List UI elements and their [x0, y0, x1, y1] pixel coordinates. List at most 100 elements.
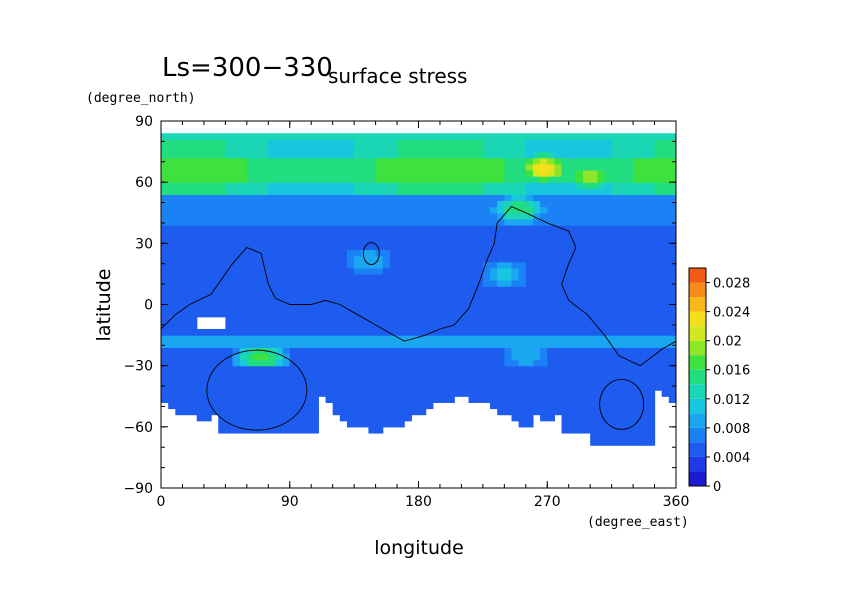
heatmap-cell [497, 255, 505, 263]
heatmap-cell [239, 371, 248, 379]
heatmap-cell [439, 145, 448, 153]
heatmap-cell [325, 347, 334, 355]
heatmap-cell [354, 151, 362, 159]
heatmap-cell [268, 249, 277, 257]
heatmap-cell [625, 322, 634, 330]
heatmap-cell [447, 390, 455, 397]
heatmap-cell [339, 157, 348, 165]
heatmap-cell [354, 328, 362, 336]
heatmap-cell [618, 194, 627, 202]
heatmap-cell [633, 231, 641, 238]
heatmap-cell [418, 249, 427, 257]
heatmap-cell [504, 322, 513, 330]
heatmap-cell [661, 371, 670, 379]
heatmap-cell [597, 432, 606, 440]
heatmap-cell [618, 316, 627, 324]
heatmap-cell [618, 341, 627, 348]
heatmap-cell [196, 273, 205, 281]
heatmap-cell [525, 212, 534, 220]
heatmap-cell [368, 408, 377, 416]
heatmap-cell [468, 145, 477, 153]
heatmap-cell [511, 371, 520, 379]
heatmap-cell [568, 359, 577, 367]
heatmap-cell [540, 249, 548, 257]
heatmap-cell [540, 341, 548, 348]
heatmap-cell [189, 261, 198, 269]
heatmap-cell [504, 347, 513, 355]
heatmap-cell [282, 280, 291, 287]
heatmap-cell [311, 273, 319, 281]
heatmap-cell [168, 145, 176, 153]
heatmap-cell [261, 396, 269, 403]
heatmap-cell [232, 420, 241, 428]
heatmap-cell [304, 286, 312, 293]
heatmap-cell [432, 292, 441, 299]
heatmap-cell [618, 212, 627, 220]
heatmap-cell [518, 200, 527, 208]
heatmap-cell [654, 335, 663, 342]
heatmap-cell [583, 377, 591, 385]
heatmap-cell [633, 255, 641, 263]
heatmap-cell [511, 304, 520, 312]
heatmap-cell [346, 212, 355, 220]
heatmap-cell [504, 298, 513, 306]
heatmap-cell [482, 243, 491, 251]
heatmap-cell [611, 212, 620, 220]
heatmap-cell [389, 396, 398, 403]
heatmap-cell [375, 316, 384, 324]
heatmap-cell [525, 224, 534, 232]
heatmap-cell [296, 298, 305, 306]
heatmap-cell [239, 377, 248, 385]
heatmap-cell [633, 335, 641, 342]
heatmap-cell [375, 371, 384, 379]
heatmap-cell [611, 163, 620, 171]
heatmap-cell [218, 243, 226, 251]
heatmap-cell [640, 200, 648, 208]
heatmap-cell [518, 335, 527, 342]
heatmap-cell [346, 371, 355, 379]
heatmap-cell [225, 298, 234, 306]
heatmap-cell [447, 286, 455, 293]
heatmap-cell [490, 261, 498, 269]
heatmap-cell [504, 182, 513, 189]
heatmap-cell [432, 359, 441, 367]
heatmap-cell [418, 182, 427, 189]
heatmap-cell [275, 426, 284, 434]
heatmap-cell [618, 261, 627, 269]
heatmap-cell [654, 341, 663, 348]
heatmap-cell [547, 243, 555, 251]
heatmap-cell [253, 231, 262, 238]
heatmap-cell [161, 176, 169, 183]
heatmap-cell [618, 286, 627, 293]
heatmap-cell [525, 237, 534, 244]
heatmap-cell [590, 286, 598, 293]
heatmap-cell [411, 218, 420, 226]
heatmap-cell [568, 139, 577, 147]
heatmap-cell [211, 249, 219, 257]
heatmap-cell [468, 280, 477, 287]
heatmap-cell [375, 133, 384, 140]
heatmap-cell [218, 218, 226, 226]
heatmap-cell [296, 426, 305, 434]
heatmap-cell [661, 261, 670, 269]
heatmap-cell [375, 139, 384, 147]
heatmap-cell [432, 255, 441, 263]
heatmap-cell [561, 420, 570, 428]
heatmap-cell [168, 200, 176, 208]
heatmap-cell [332, 322, 341, 330]
heatmap-cell [468, 341, 477, 348]
heatmap-cell [439, 133, 448, 140]
heatmap-cell [182, 341, 191, 348]
heatmap-cell [475, 145, 484, 153]
heatmap-cell [418, 359, 427, 367]
heatmap-cell [640, 402, 648, 410]
heatmap-cell [282, 402, 291, 410]
heatmap-cell [661, 298, 670, 306]
heatmap-cell [361, 273, 370, 281]
heatmap-cell [625, 145, 634, 153]
heatmap-cell [232, 414, 241, 422]
heatmap-cell [518, 273, 527, 281]
heatmap-cell [196, 408, 205, 416]
heatmap-cell [289, 304, 298, 312]
heatmap-cell [647, 286, 656, 293]
